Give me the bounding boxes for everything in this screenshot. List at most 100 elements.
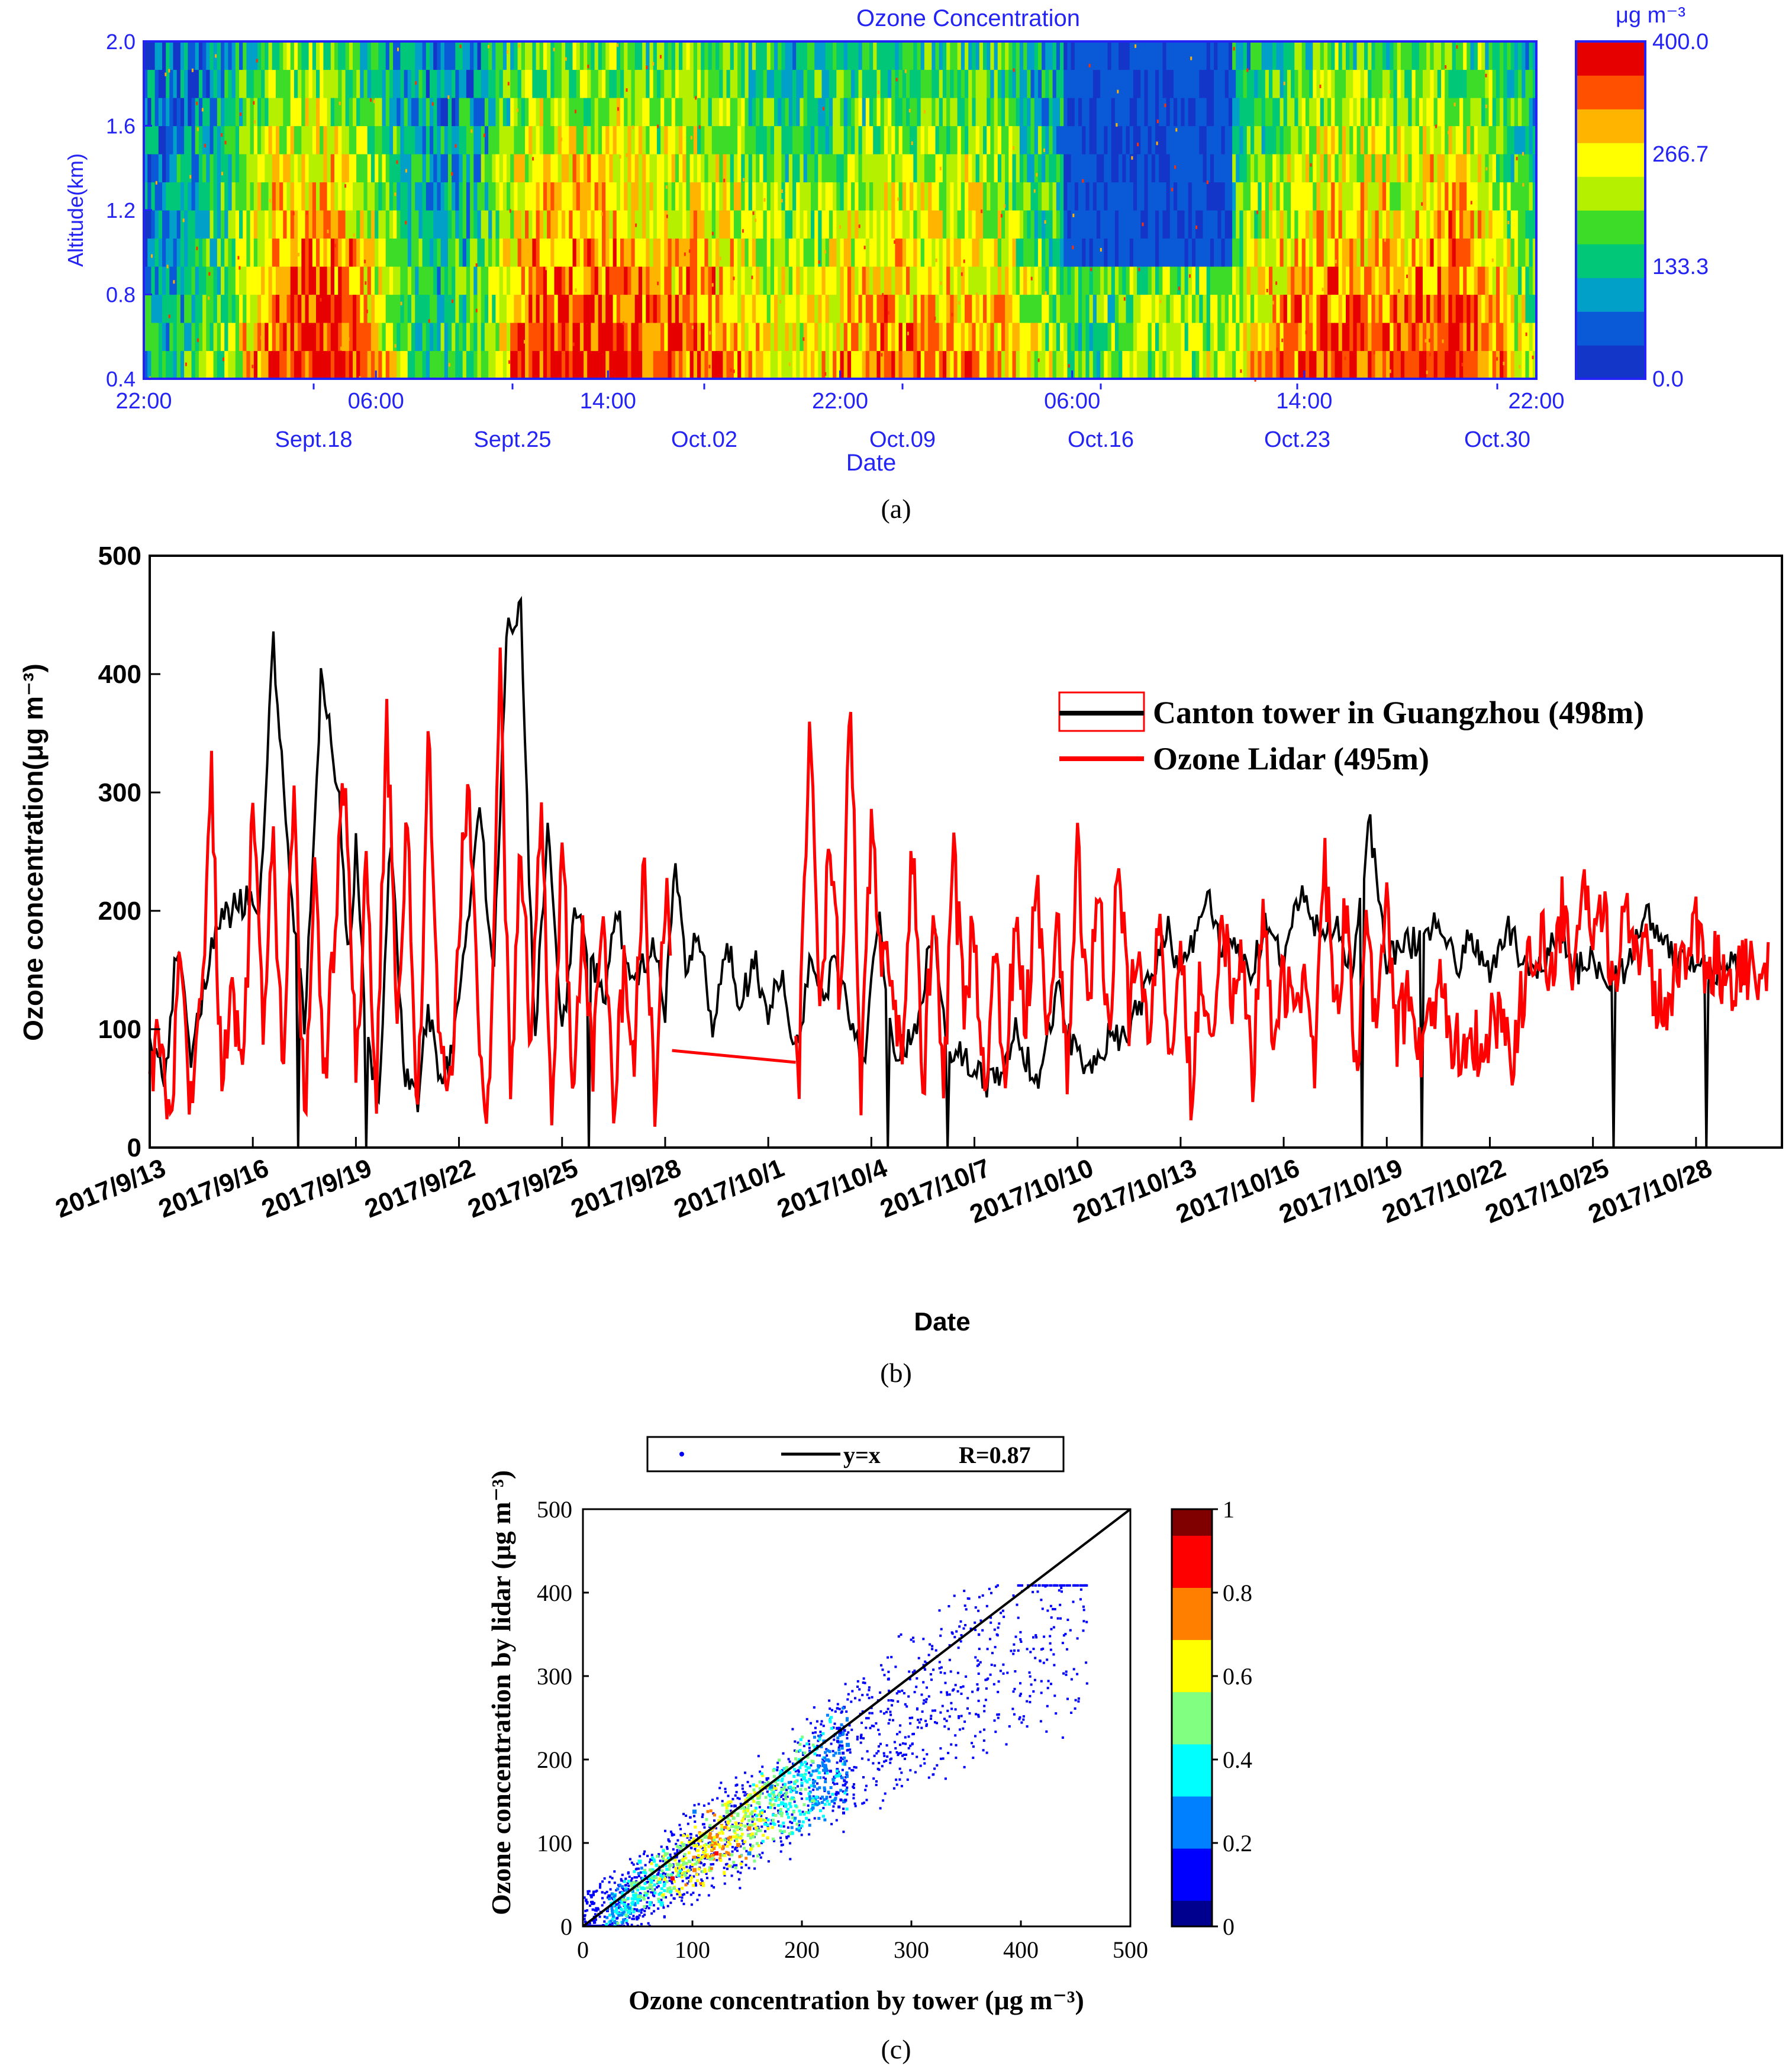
heatmap-cell (1298, 125, 1303, 154)
heatmap-cell (1261, 238, 1266, 267)
heatmap-cell (957, 294, 962, 323)
heatmap-cell (1232, 125, 1236, 154)
heatmap-cell (459, 266, 463, 295)
heatmap-cell (481, 154, 485, 183)
heatmap-cell (1272, 323, 1277, 352)
heatmap-cell (184, 294, 188, 323)
heatmap-cell (393, 350, 397, 379)
heatmap-cell (1404, 210, 1409, 239)
heatmap-cell (624, 69, 628, 98)
heatmap-cell (1008, 98, 1013, 127)
heatmap-cell (338, 266, 342, 295)
heatmap-cell (939, 323, 943, 352)
heatmap-cell (525, 266, 529, 295)
heatmap-cell (1411, 98, 1416, 127)
heatmap-cell (1236, 350, 1240, 379)
heatmap-cell (360, 41, 365, 70)
heatmap-cell (191, 350, 196, 379)
heatmap-cell (1019, 350, 1024, 379)
a-x-date-label: Oct.09 (869, 427, 936, 452)
heatmap-cell (766, 323, 771, 352)
heatmap-cell (847, 238, 852, 267)
heatmap-cell (1390, 182, 1394, 211)
heatmap-cell (686, 266, 691, 295)
heatmap-cell (279, 323, 283, 352)
heatmap-cell (1129, 210, 1134, 239)
heatmap-cell (378, 294, 383, 323)
heatmap-cell (613, 154, 617, 183)
heatmap-speckle (958, 301, 961, 305)
heatmap-cell (1203, 69, 1207, 98)
heatmap-cell (253, 98, 258, 127)
heatmap-cell (851, 41, 855, 70)
heatmap-cell (378, 69, 383, 98)
heatmap-cell (250, 41, 254, 70)
heatmap-cell (1137, 154, 1141, 183)
heatmap-cell (510, 350, 514, 379)
heatmap-cell (188, 238, 192, 267)
heatmap-cell (624, 210, 628, 239)
heatmap-cell (1005, 69, 1009, 98)
heatmap-cell (1162, 294, 1167, 323)
heatmap-cell (726, 41, 731, 70)
heatmap-cell (1184, 69, 1189, 98)
heatmap-cell (737, 125, 742, 154)
heatmap-cell (726, 69, 731, 98)
heatmap-cell (719, 69, 723, 98)
heatmap-cell (268, 350, 273, 379)
heatmap-cell (679, 98, 683, 127)
heatmap-cell (616, 41, 621, 70)
heatmap-cell (1437, 125, 1442, 154)
heatmap-cell (664, 125, 669, 154)
heatmap-speckle (1256, 210, 1259, 214)
heatmap-cell (176, 350, 181, 379)
heatmap-cell (656, 69, 661, 98)
heatmap-cell (521, 266, 526, 295)
heatmap-cell (481, 238, 485, 267)
heatmap-cell (1272, 98, 1277, 127)
heatmap-cell (642, 125, 646, 154)
heatmap-cell (1525, 238, 1530, 267)
heatmap-speckle (565, 178, 568, 182)
heatmap-speckle (1344, 356, 1346, 360)
heatmap-cell (1111, 294, 1116, 323)
heatmap-cell (184, 323, 188, 352)
heatmap-cell (990, 350, 995, 379)
heatmap-cell (715, 350, 720, 379)
heatmap-cell (756, 41, 760, 70)
heatmap-cell (452, 238, 456, 267)
heatmap-cell (869, 182, 874, 211)
heatmap-cell (935, 238, 940, 267)
heatmap-cell (1056, 69, 1061, 98)
heatmap-cell (855, 98, 859, 127)
heatmap-cell (935, 154, 940, 183)
heatmap-cell (1162, 125, 1167, 154)
heatmap-cell (1323, 41, 1328, 70)
heatmap-cell (407, 182, 412, 211)
heatmap-cell (422, 125, 427, 154)
heatmap-cell (397, 69, 401, 98)
heatmap-cell (1390, 294, 1394, 323)
heatmap-cell (565, 294, 569, 323)
heatmap-cell (1056, 210, 1061, 239)
heatmap-speckle (560, 137, 563, 141)
heatmap-cell (400, 41, 405, 70)
a-colorbar-segment (1576, 58, 1645, 65)
heatmap-cell (800, 210, 804, 239)
heatmap-cell (224, 98, 228, 127)
heatmap-cell (488, 323, 492, 352)
heatmap-cell (1426, 323, 1430, 352)
heatmap-cell (975, 238, 980, 267)
heatmap-cell (1107, 182, 1112, 211)
heatmap-speckle (394, 344, 397, 348)
heatmap-cell (1188, 238, 1192, 267)
heatmap-cell (935, 294, 940, 323)
heatmap-cell (1532, 350, 1537, 379)
heatmap-cell (730, 210, 734, 239)
heatmap-cell (1188, 41, 1192, 70)
heatmap-cell (704, 350, 709, 379)
heatmap-cell (756, 238, 760, 267)
heatmap-cell (1030, 125, 1035, 154)
heatmap-cell (470, 294, 474, 323)
heatmap-cell (579, 98, 584, 127)
